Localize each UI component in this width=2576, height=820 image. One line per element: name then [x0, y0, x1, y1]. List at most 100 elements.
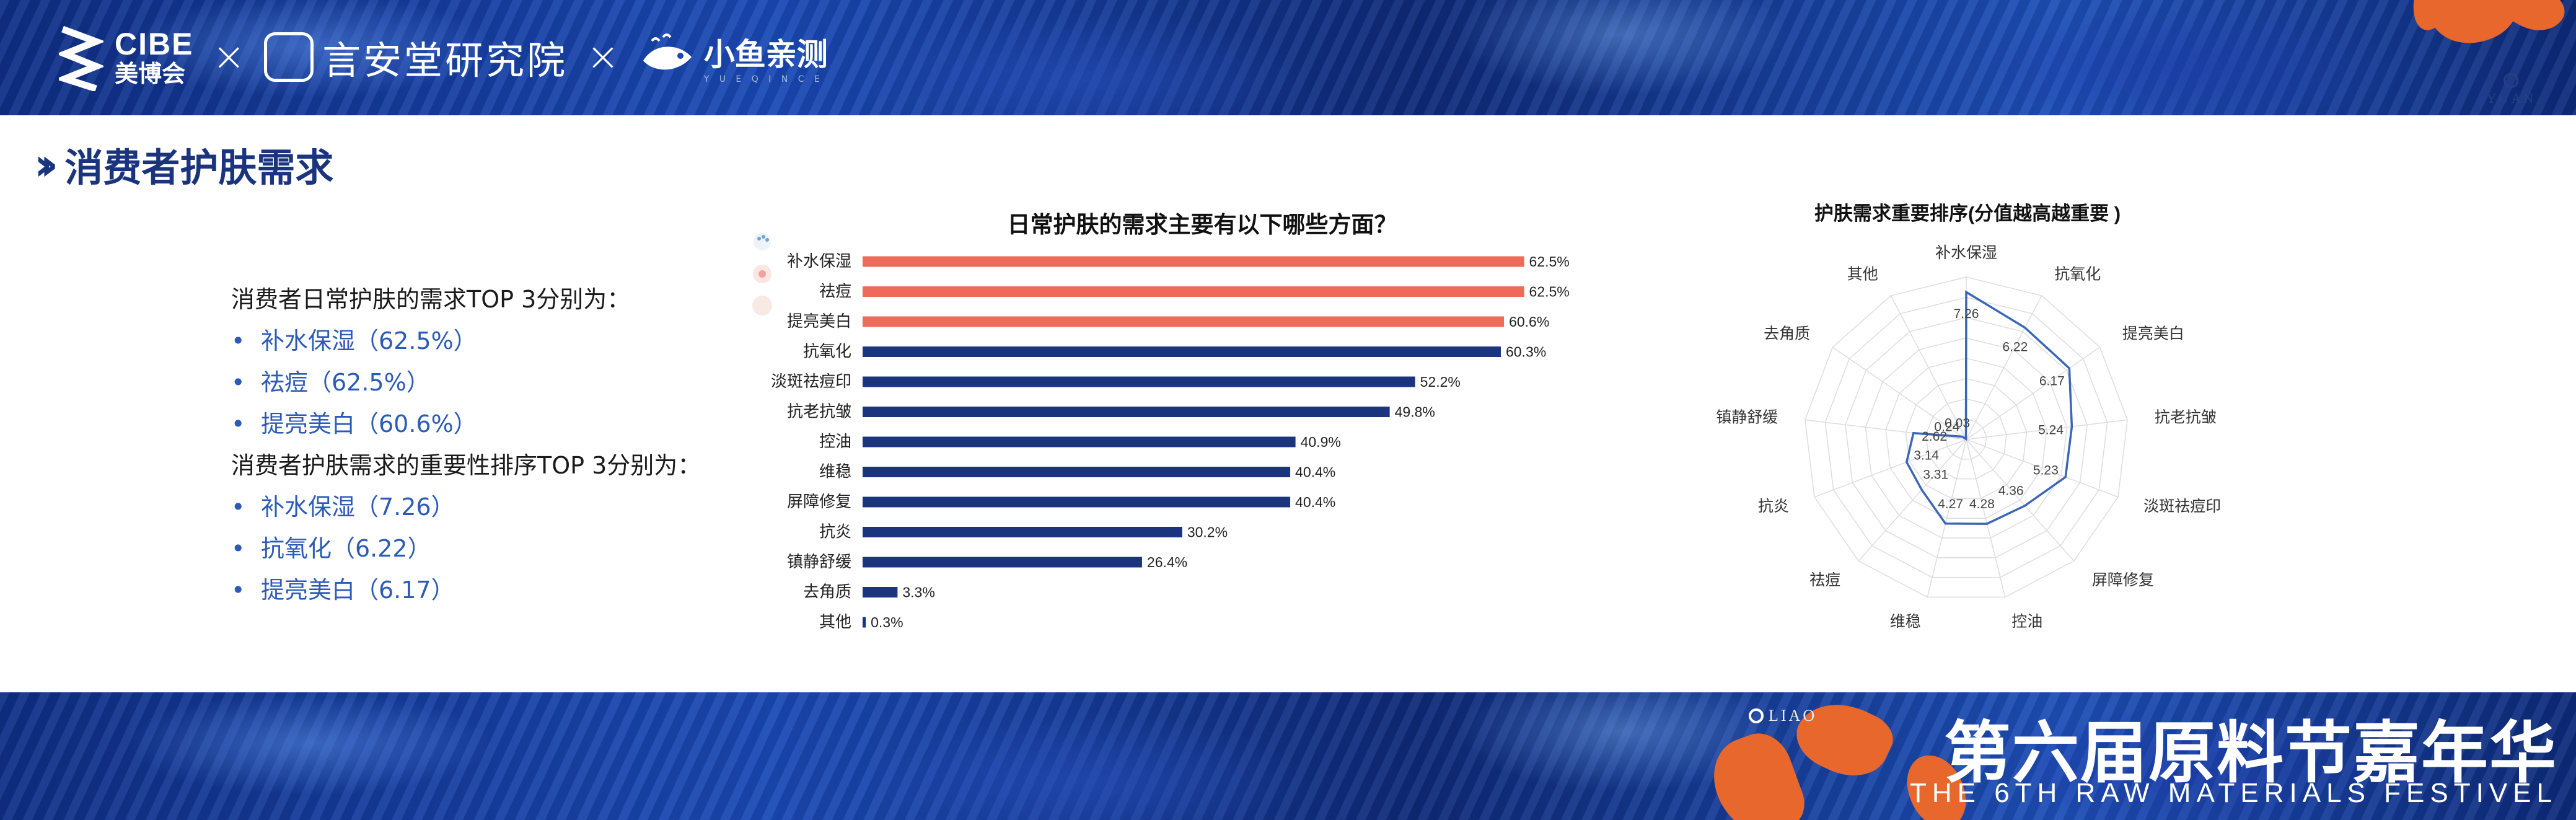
radar-value-label: 0.24	[1934, 420, 1959, 434]
top-importance-item: 提亮美白（6.17）	[231, 570, 701, 611]
bar	[863, 587, 898, 597]
radar-spoke	[1890, 295, 1967, 440]
bar-category-label: 控油	[819, 432, 851, 451]
top-need-item: 补水保湿（62.5%）	[231, 320, 701, 362]
radar-value-label: 0.03	[1945, 417, 1970, 431]
radar-value-label: 6.22	[2002, 340, 2028, 355]
needs-bar-chart: 日常护肤的需求主要有以下哪些方面？ 补水保湿 62.5% 祛痘 62.5% 提亮美白 60…	[752, 212, 1570, 631]
radar-grid-ring	[1885, 358, 2047, 519]
orange-brush-bottom	[1702, 725, 1812, 820]
decor-icons	[752, 233, 772, 315]
bar-value-label: 49.8%	[1395, 404, 1435, 420]
bar-category-label: 维稳	[819, 462, 851, 481]
fish-tagline: Y U E Q I N C E	[703, 74, 824, 84]
radar-spoke	[1966, 439, 2075, 562]
radar-grid-ring	[1925, 398, 2007, 480]
radar-axis-label: 其他	[1847, 266, 1878, 283]
bar	[863, 376, 1415, 387]
top-importance-item: 抗氧化（6.22）	[231, 528, 701, 570]
radar-grid-ring	[1824, 297, 2108, 578]
bar-value-label: 52.2%	[1420, 374, 1461, 390]
bar	[863, 467, 1291, 477]
bar-category-label: 去角质	[803, 583, 851, 601]
bar	[863, 286, 1524, 297]
radar-axis-label: 提亮美白	[2122, 325, 2184, 342]
radar-spoke	[1966, 419, 2128, 440]
bar	[863, 316, 1505, 327]
radar-grid-ring	[1865, 337, 2068, 539]
bar-value-label: 60.3%	[1506, 344, 1546, 360]
radar-spoke	[1966, 439, 2119, 498]
bar-category-label: 抗炎	[819, 522, 851, 541]
radar-grid-ring	[1805, 276, 2128, 598]
summary-line-2: 消费者护肤需求的重要性排序TOP 3分别为：	[231, 452, 701, 479]
radar-value-label: 5.24	[2038, 423, 2064, 437]
importance-radar-chart: 护肤需求重要排序(分值越高越重要 ) 补水保湿抗氧化提亮美白抗老抗皱淡斑祛痘印屏…	[1716, 203, 2221, 630]
radar-chart-title: 护肤需求重要排序(分值越高越重要 )	[1814, 203, 2121, 224]
radar-value-label: 2.62	[1922, 430, 1947, 444]
radar-axis-label: 祛痘	[1809, 571, 1840, 589]
top-importance-item: 补水保湿（7.26）	[231, 487, 701, 528]
radar-spoke	[1832, 346, 1967, 440]
bar-chart-title: 日常护肤的需求主要有以下哪些方面？	[1008, 212, 1397, 237]
radar-axis-label: 抗老抗皱	[2155, 409, 2217, 426]
radar-axis-label: 淡斑祛痘印	[2143, 498, 2221, 515]
cibe-brand: CIBE	[115, 27, 194, 61]
bottom-banner	[0, 692, 2576, 820]
yan-name: 言安堂研究院	[322, 38, 568, 83]
bar-value-label: 40.4%	[1295, 494, 1335, 510]
separator-1: ×	[212, 34, 246, 80]
double-chevron-icon: ››	[34, 138, 59, 190]
radar-spoke	[1814, 439, 1967, 498]
bar	[863, 617, 866, 628]
summary-block: 消费者日常护肤的需求TOP 3分别为： 补水保湿（62.5%） 祛痘（62.5%…	[231, 279, 701, 611]
liao-text: LIAO	[1769, 707, 1818, 725]
bar	[863, 407, 1390, 417]
top-need-item: 提亮美白（60.6%）	[231, 403, 701, 445]
radar-value-label: 4.28	[1969, 497, 1995, 511]
radar-value-label: 3.14	[1914, 448, 1939, 462]
radar-value-label: 6.17	[2039, 374, 2065, 389]
bar-value-label: 30.2%	[1187, 524, 1228, 540]
radar-spoke	[1805, 419, 1967, 440]
bar-category-label: 淡斑祛痘印	[771, 372, 851, 390]
ring-icon	[2503, 73, 2519, 88]
fish-name: 小鱼亲测	[703, 37, 828, 73]
radar-spoke	[1966, 346, 2101, 440]
radar-grid-ring	[1905, 378, 2028, 500]
footer-subtitle: THE 6TH RAW MATERIALS FESTIVEL	[1909, 778, 2557, 808]
partner-logos: CIBE 美博会 × 言安堂研究院 × 小鱼亲测 Y U E Q I N C E	[59, 25, 828, 91]
bar-category-label: 补水保湿	[787, 252, 851, 270]
bar-category-label: 抗氧化	[803, 342, 851, 361]
radar-spoke	[1966, 439, 2006, 597]
radar-series-line	[1905, 290, 2073, 525]
bar-value-label: 62.5%	[1529, 253, 1570, 270]
cibe-sub: 美博会	[115, 60, 186, 87]
footer-title: 第六届原料节嘉年华	[1943, 715, 2557, 790]
section-header: ›› 消费者护肤需求	[34, 136, 333, 192]
liao-mark: LIAO	[1749, 707, 1817, 725]
bar-value-label: 62.5%	[1529, 284, 1570, 300]
bar-category-label: 镇静舒缓	[787, 552, 851, 571]
radar-axis-label: 屏障修复	[2092, 571, 2154, 589]
summary-line-1: 消费者日常护肤的需求TOP 3分别为：	[231, 286, 631, 313]
radar-axis-label: 镇静舒缓	[1716, 409, 1778, 426]
bar-value-label: 60.6%	[1509, 314, 1549, 330]
bar-category-label: 抗老抗皱	[787, 402, 851, 421]
bar	[863, 256, 1524, 267]
ring-icon	[1749, 708, 1764, 723]
bar	[863, 557, 1142, 568]
cibe-icon	[59, 25, 103, 91]
top-banner: CIBE 美博会 × 言安堂研究院 × 小鱼亲测 Y U E Q I N C E	[0, 0, 2576, 115]
radar-axis-label: 抗氧化	[2054, 266, 2101, 283]
bar-category-label: 祛痘	[819, 282, 851, 301]
bar	[863, 527, 1182, 537]
radar-value-label: 3.31	[1923, 468, 1948, 482]
separator-2: ×	[586, 34, 620, 80]
fish-logo-icon	[643, 33, 692, 70]
top-need-item: 祛痘（62.5%）	[231, 362, 701, 403]
bar	[863, 496, 1291, 508]
bar	[863, 436, 1296, 447]
radar-spoke	[1966, 295, 2042, 440]
bar-category-label: 屏障修复	[787, 492, 851, 511]
